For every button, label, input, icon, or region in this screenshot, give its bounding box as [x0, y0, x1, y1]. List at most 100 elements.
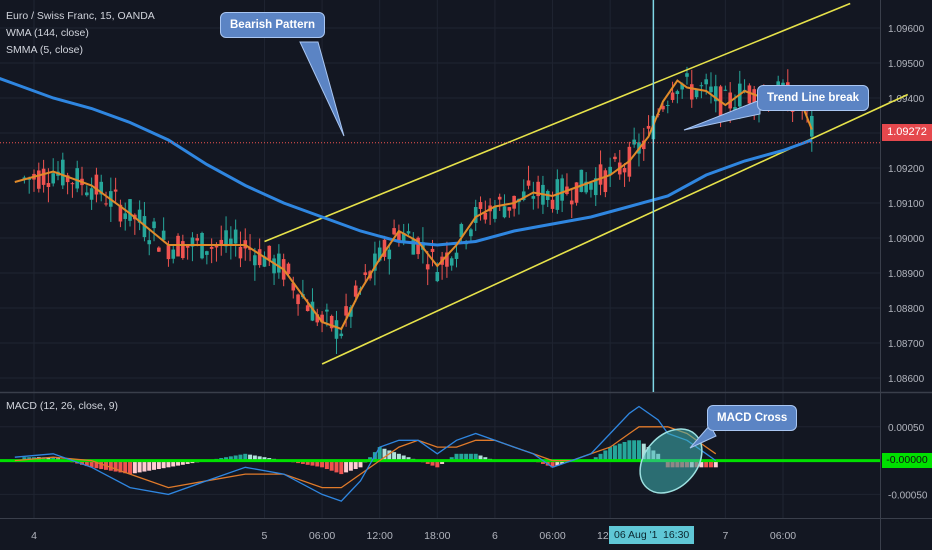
- candle-body: [569, 200, 574, 205]
- macd-tick-label: -0.00050: [888, 490, 928, 501]
- macd-histogram-bar: [387, 450, 392, 461]
- macd-histogram-bar: [248, 454, 253, 461]
- candle-body: [478, 202, 483, 209]
- macd-histogram-bar: [468, 453, 473, 461]
- macd-histogram-bar: [324, 460, 329, 470]
- smma-legend: SMMA (5, close): [6, 44, 84, 56]
- candle-body: [622, 168, 627, 173]
- macd-histogram-bar: [329, 460, 334, 471]
- macd-histogram-bar: [128, 460, 133, 475]
- macd-histogram-bar: [156, 460, 161, 470]
- candle-body: [51, 173, 56, 184]
- candle-body: [272, 258, 276, 274]
- macd-tick-label: 0.00050: [888, 423, 925, 434]
- candle-body: [747, 85, 752, 104]
- candle-body: [584, 181, 588, 193]
- macd-histogram-bar: [339, 460, 344, 475]
- macd-histogram-bar: [483, 457, 488, 461]
- macd-histogram-bar: [224, 457, 229, 461]
- macd-histogram-bar: [550, 460, 555, 468]
- candle-body: [411, 239, 416, 255]
- price-tick-label: 1.08900: [888, 269, 925, 280]
- candle-body: [632, 139, 636, 145]
- candle-body: [65, 175, 70, 183]
- candle-body: [113, 189, 118, 192]
- macd-cross-callout: MACD Cross: [707, 405, 798, 431]
- candle-body: [665, 104, 670, 106]
- bearish-pattern-callout: Bearish Pattern: [220, 12, 326, 38]
- candle-body: [661, 105, 665, 110]
- candle-body: [190, 237, 195, 247]
- macd-histogram-bar: [555, 460, 560, 466]
- candle-body: [296, 294, 300, 305]
- candle-body: [733, 107, 737, 111]
- macd-histogram-bar: [545, 460, 550, 466]
- bearish-callout-pointer: [299, 41, 345, 137]
- price-tick-label: 1.09400: [888, 94, 925, 105]
- candle-body: [334, 320, 339, 339]
- candle-body: [613, 156, 617, 160]
- macd-histogram-bar: [612, 445, 617, 461]
- candle-body: [709, 86, 713, 93]
- macd-histogram-bar: [382, 448, 387, 461]
- macd-histogram-bar: [41, 457, 46, 461]
- candle-body: [344, 306, 348, 316]
- macd-histogram-bar: [84, 460, 89, 467]
- macd-histogram-bar: [89, 460, 94, 468]
- candle-body: [161, 230, 166, 240]
- candle-body: [421, 242, 425, 250]
- macd-histogram-bar: [540, 460, 545, 464]
- macd-histogram-bar: [622, 441, 627, 461]
- macd-histogram-bar: [713, 460, 718, 468]
- candle-body: [339, 333, 344, 337]
- candle-body: [574, 182, 579, 203]
- candle-body: [603, 170, 608, 193]
- candle-body: [219, 239, 224, 246]
- cursor-time-badge: 16:30: [658, 526, 695, 544]
- macd-line: [14, 405, 717, 502]
- macd-histogram-bar: [632, 440, 637, 461]
- candle-body: [152, 221, 156, 229]
- candle-body: [579, 169, 584, 192]
- candle-body: [70, 183, 75, 185]
- candle-body: [435, 271, 440, 282]
- candle-body: [325, 309, 329, 312]
- price-tick-label: 1.09100: [888, 199, 925, 210]
- candle-body: [315, 314, 320, 323]
- candle-body: [89, 188, 94, 200]
- macd-histogram-bar: [425, 460, 430, 464]
- macd-histogram-bar: [108, 460, 113, 471]
- candle-body: [699, 85, 704, 87]
- time-tick-label: 18:00: [424, 530, 450, 542]
- candle-body: [104, 203, 108, 205]
- candle-body: [670, 92, 675, 100]
- macd-histogram-bar: [252, 455, 257, 461]
- macd-histogram-bar: [310, 460, 315, 466]
- candle-body: [128, 199, 132, 221]
- price-tick-label: 1.08800: [888, 304, 925, 315]
- candle-body: [521, 191, 526, 200]
- candle-body: [723, 89, 728, 91]
- candle-body: [329, 315, 334, 329]
- candle-body: [224, 230, 228, 247]
- candle-body: [589, 182, 593, 190]
- candle-body: [166, 245, 171, 260]
- candle-body: [46, 183, 51, 187]
- candle-body: [531, 196, 536, 199]
- smma-line: [14, 79, 813, 331]
- candle-body: [685, 73, 689, 77]
- candle-body: [253, 255, 257, 266]
- candle-body: [382, 239, 387, 257]
- candle-body: [363, 272, 368, 275]
- candle-body: [387, 249, 392, 260]
- macd-histogram-bar: [185, 460, 190, 464]
- macd-histogram-bar: [257, 456, 262, 461]
- candle-body: [493, 206, 497, 219]
- channel-upper-line: [264, 2, 851, 243]
- candle-body: [291, 283, 296, 291]
- time-tick-label: 6: [492, 530, 498, 542]
- candle-body: [454, 252, 459, 259]
- macd-histogram-bar: [166, 460, 171, 468]
- candle-body: [406, 231, 411, 234]
